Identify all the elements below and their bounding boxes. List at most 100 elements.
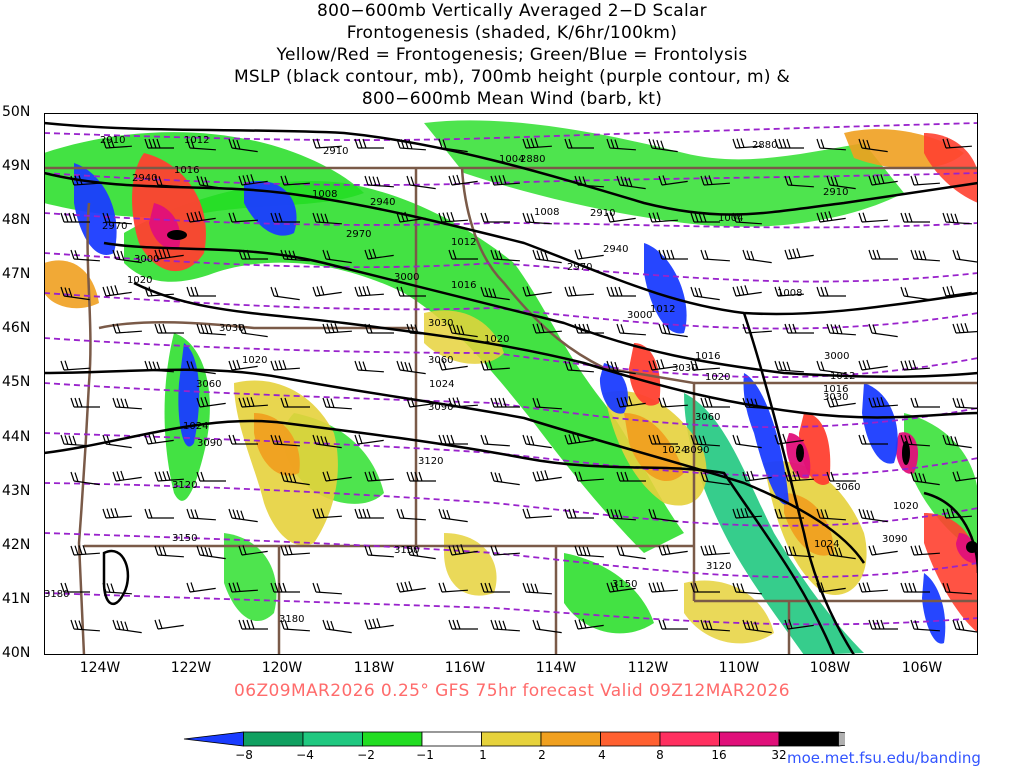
wind-barb-25: [448, 174, 478, 186]
wind-barb-131: [490, 397, 520, 408]
wind-barb-45: [606, 212, 636, 223]
colorbar-segment-6: [481, 731, 542, 747]
wind-barb-235: [364, 618, 394, 630]
height-label-2910-a: 2910: [100, 135, 125, 146]
height-label-3090-d: 3090: [882, 534, 907, 545]
wind-barb-192: [858, 508, 888, 523]
wind-barb-179: [186, 508, 216, 521]
wind-barb-3: [186, 138, 216, 151]
colorbar-segment-7: [540, 731, 601, 747]
wind-barb-44: [522, 212, 552, 225]
title-line-2: Frontogenesis (shaded, K/6hr/100km): [346, 23, 678, 43]
frontolysis-blue-8: [922, 573, 946, 644]
wind-barb-46: [648, 212, 678, 223]
colorbar-segment-2: [243, 731, 304, 747]
mslp-label-1016-b: 1016: [451, 280, 476, 291]
wind-barb-40: [312, 212, 342, 225]
wind-barb-73: [144, 286, 174, 297]
wind-barb-242: [742, 619, 772, 634]
wind-barb-241: [700, 619, 730, 632]
wind-barb-41: [396, 211, 426, 223]
wind-barb-98: [574, 323, 604, 334]
wind-barb-155: [774, 433, 804, 445]
mslp-contour-1004: [44, 121, 978, 216]
wind-barb-153: [690, 434, 720, 447]
title-line-1: 800−600mb Vertically Averaged 2−D Scalar: [317, 1, 707, 21]
lat-label-49n: 49N: [2, 158, 31, 174]
wind-barb-162: [196, 471, 226, 482]
colorbar-label-4: −1: [416, 748, 434, 762]
wind-barb-16: [858, 138, 888, 153]
wind-barb-127: [280, 397, 310, 408]
wind-barb-61: [490, 249, 520, 262]
wind-barb-222: [648, 582, 678, 593]
colorbar-segment-4: [362, 731, 423, 747]
height-label-2940-b: 2940: [370, 197, 395, 208]
wind-barb-223: [690, 582, 720, 593]
wind-barb-65: [700, 249, 730, 262]
wind-barb-163: [280, 471, 310, 486]
wind-barb-43: [480, 212, 510, 223]
lon-label-116w: 116W: [444, 660, 486, 676]
wind-barb-94: [364, 323, 394, 334]
height-label-3090-b: 3090: [197, 438, 222, 449]
frontogenesis-max-core-3: [902, 441, 910, 465]
wind-barb-48: [732, 212, 762, 225]
lat-label-46n: 46N: [2, 320, 31, 336]
wind-barb-129: [406, 397, 436, 408]
colorbar: [183, 731, 845, 747]
colorbar-segment-10: [719, 731, 780, 747]
wind-barb-109: [228, 359, 258, 371]
wind-barb-105: [952, 323, 978, 334]
wind-barb-82: [606, 286, 636, 297]
wind-barb-33: [868, 174, 898, 186]
height-label-3060-a: 3060: [428, 355, 453, 366]
wind-barb-139: [910, 397, 940, 408]
wind-barb-67: [784, 248, 814, 260]
colorbar-segment-1: [183, 731, 244, 747]
wind-barb-196: [196, 545, 226, 560]
lat-label-47n: 47N: [2, 266, 31, 282]
title-line-5: 800−600mb Mean Wind (barb, kt): [361, 89, 663, 109]
wind-barb-148: [438, 434, 468, 445]
colorbar-label-9: 16: [711, 748, 727, 762]
wind-barb-57: [280, 249, 310, 262]
frontogenesis-map: 1012 1016 1008 1020 1004 1008 1012 1016 …: [44, 113, 978, 655]
wind-barb-6: [354, 138, 384, 149]
frontogenesis-patch-5: [684, 580, 774, 644]
mslp-label-1024-b: 1024: [183, 421, 208, 432]
lat-label-48n: 48N: [2, 212, 31, 228]
wind-barb-189: [732, 508, 762, 519]
colorbar-label-3: −2: [357, 748, 375, 762]
wind-barb-124: [112, 397, 142, 410]
wind-barb-147: [354, 434, 384, 445]
wind-barb-59: [364, 248, 394, 260]
mslp-label-1012-c: 1012: [650, 304, 675, 315]
wind-barb-211: [60, 582, 90, 593]
wind-barb-106: [60, 360, 90, 371]
height-label-3000-a: 3000: [134, 254, 159, 265]
wind-barb-228: [942, 582, 972, 595]
wind-barb-115: [564, 360, 594, 373]
wind-barb-236: [448, 619, 478, 630]
lon-label-106w: 106W: [901, 660, 943, 676]
wind-barb-144: [228, 434, 258, 445]
wind-barb-111: [354, 360, 384, 373]
height-contour-4: [44, 252, 978, 283]
wind-barb-150: [522, 434, 552, 449]
wind-barb-87: [900, 286, 930, 301]
wind-barb-218: [438, 582, 468, 593]
wind-barb-114: [480, 360, 510, 371]
wind-barb-66: [742, 249, 772, 264]
wind-barb-149: [480, 434, 510, 447]
wind-barb-167: [490, 471, 520, 486]
frontolysis-blue-5: [644, 243, 687, 334]
wind-barb-224: [732, 582, 762, 595]
wind-barb-200: [406, 545, 436, 560]
wind-barb-113: [438, 360, 468, 371]
wind-barb-233: [280, 619, 310, 632]
wind-barb-42: [438, 212, 468, 223]
frontolysis-patch-4: [904, 413, 978, 553]
wind-barb-125: [196, 396, 226, 408]
wind-barb-53: [70, 249, 100, 262]
